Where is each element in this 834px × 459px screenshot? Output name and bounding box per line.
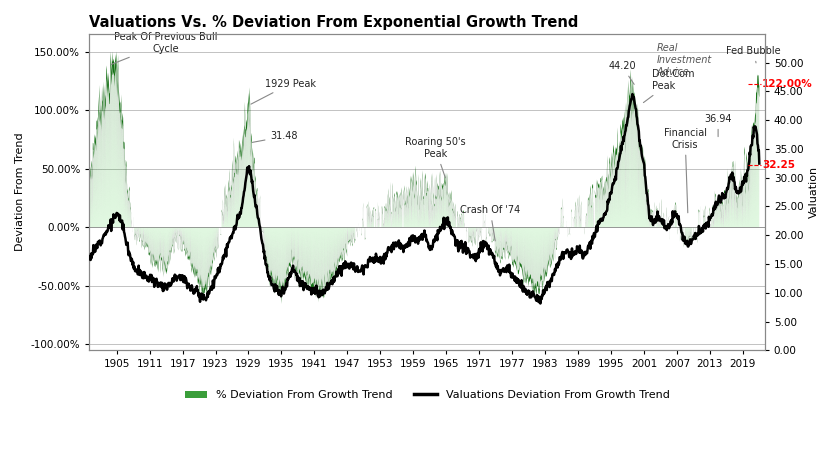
Text: Fed Bubble: Fed Bubble [726, 46, 781, 63]
Text: Real
Investment
Advice: Real Investment Advice [656, 44, 712, 77]
Y-axis label: Deviation From Trend: Deviation From Trend [15, 133, 25, 252]
Text: Dot.Com
Peak: Dot.Com Peak [644, 69, 695, 102]
Text: 44.20: 44.20 [608, 61, 636, 84]
Text: Valuations Vs. % Deviation From Exponential Growth Trend: Valuations Vs. % Deviation From Exponent… [89, 15, 579, 30]
Text: Crash Of '74: Crash Of '74 [460, 205, 520, 241]
Text: Roaring 50's
Peak: Roaring 50's Peak [405, 137, 465, 178]
Text: Peak Of Previous Bull
Cycle: Peak Of Previous Bull Cycle [111, 32, 218, 65]
Text: 122.00%: 122.00% [762, 79, 813, 90]
Text: 32.25: 32.25 [762, 160, 795, 170]
Legend: % Deviation From Growth Trend, Valuations Deviation From Growth Trend: % Deviation From Growth Trend, Valuation… [180, 386, 674, 405]
Text: 31.48: 31.48 [253, 131, 298, 142]
Text: Financial
Crisis: Financial Crisis [664, 128, 706, 213]
Y-axis label: Valuation: Valuation [809, 166, 819, 218]
Text: 1929 Peak: 1929 Peak [251, 78, 316, 104]
Text: 36.94: 36.94 [705, 114, 732, 137]
